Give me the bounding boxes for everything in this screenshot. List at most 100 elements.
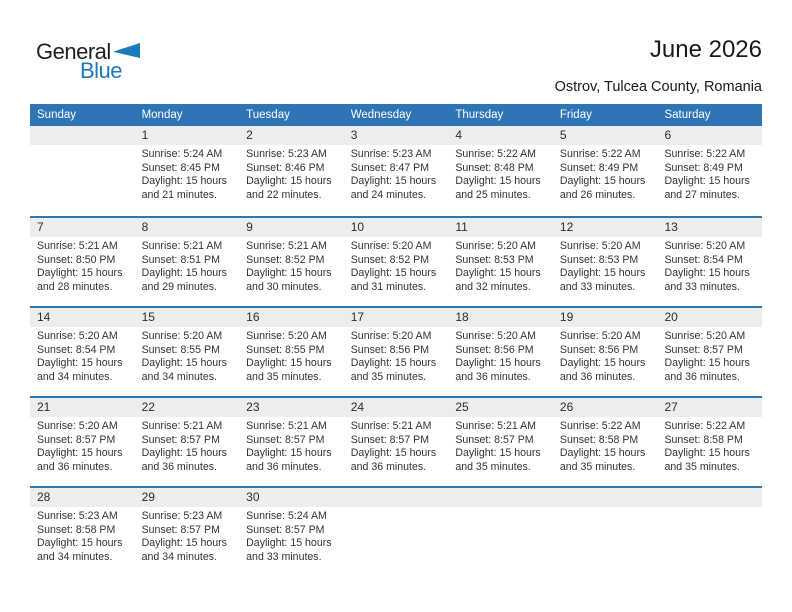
- daylight-text: Daylight: 15 hours and 36 minutes.: [455, 357, 541, 383]
- sunset-text: Sunset: 8:57 PM: [246, 523, 325, 536]
- day-number: 29: [141, 490, 155, 504]
- day-number-band: 1 2 3 4 5 6: [30, 126, 762, 145]
- week-row: 14 15 16 17 18 19 20 Sunrise: 5:20 AM Sunset: 8:…: [30, 306, 762, 396]
- sunset-text: Sunset: 8:46 PM: [246, 161, 325, 174]
- sunrise-text: Sunrise: 5:20 AM: [455, 330, 536, 342]
- daylight-text: Daylight: 15 hours and 31 minutes.: [350, 267, 437, 293]
- sunrise-text: Sunrise: 5:22 AM: [455, 148, 536, 160]
- day-cell: [553, 507, 658, 564]
- day-cell: Sunrise: 5:22 AM Sunset: 8:48 PM Daylight:…: [448, 145, 553, 202]
- weekday-header-sunday: Sunday: [37, 109, 77, 121]
- day-number-band: 14 15 16 17 18 19 20: [30, 308, 762, 327]
- daylight-text: Daylight: 15 hours and 29 minutes.: [141, 267, 227, 293]
- day-cell: Sunrise: 5:22 AM Sunset: 8:58 PM Daylight:…: [553, 417, 658, 474]
- day-cell: [448, 507, 553, 564]
- sunset-text: Sunset: 8:49 PM: [559, 161, 639, 174]
- sunset-text: Sunset: 8:53 PM: [559, 253, 639, 266]
- daylight-text: Daylight: 15 hours and 33 minutes.: [664, 267, 750, 293]
- day-cell: Sunrise: 5:21 AM Sunset: 8:57 PM Daylight:…: [448, 417, 553, 474]
- day-number: 27: [664, 400, 678, 414]
- daylight-text: Daylight: 15 hours and 32 minutes.: [455, 267, 541, 293]
- daylight-text: Daylight: 15 hours and 35 minutes.: [664, 447, 750, 473]
- day-number: 5: [559, 128, 567, 142]
- day-cell: Sunrise: 5:21 AM Sunset: 8:57 PM Daylight:…: [239, 417, 344, 474]
- day-cell: Sunrise: 5:20 AM Sunset: 8:55 PM Daylight:…: [135, 327, 240, 384]
- sunset-text: Sunset: 8:57 PM: [246, 433, 325, 446]
- sunrise-text: Sunrise: 5:21 AM: [141, 420, 223, 432]
- sunset-text: Sunset: 8:57 PM: [141, 523, 220, 536]
- week-row: 1 2 3 4 5 6 Sunrise: 5:24 AM Sunset: 8:45 PM Day…: [30, 126, 762, 216]
- day-cell: Sunrise: 5:21 AM Sunset: 8:52 PM Daylight:…: [239, 237, 344, 294]
- day-cell: Sunrise: 5:24 AM Sunset: 8:57 PM Daylight:…: [239, 507, 344, 564]
- day-number: 13: [664, 220, 678, 234]
- weekday-header-wednesday: Wednesday: [350, 109, 412, 121]
- weekday-header-row: Sunday Monday Tuesday Wednesday Thursday Frid…: [30, 104, 762, 126]
- day-cell: Sunrise: 5:20 AM Sunset: 8:55 PM Daylight:…: [239, 327, 344, 384]
- sunrise-text: Sunrise: 5:21 AM: [350, 420, 432, 432]
- day-cell: Sunrise: 5:22 AM Sunset: 8:58 PM Daylight:…: [657, 417, 762, 474]
- sunset-text: Sunset: 8:58 PM: [664, 433, 743, 446]
- page-title: June 2026: [649, 36, 762, 63]
- day-cell: Sunrise: 5:20 AM Sunset: 8:56 PM Daylight:…: [448, 327, 553, 384]
- sunset-text: Sunset: 8:48 PM: [455, 161, 534, 174]
- sunrise-text: Sunrise: 5:21 AM: [37, 240, 118, 252]
- day-cell: [30, 145, 135, 202]
- sunset-text: Sunset: 8:58 PM: [559, 433, 639, 446]
- sunrise-text: Sunrise: 5:20 AM: [664, 240, 746, 252]
- day-cell: Sunrise: 5:20 AM Sunset: 8:56 PM Daylight:…: [344, 327, 449, 384]
- day-number: [30, 126, 135, 145]
- daylight-text: Daylight: 15 hours and 36 minutes.: [664, 357, 750, 383]
- day-number-band: 7 8 9 10 11 12 13: [30, 218, 762, 237]
- daylight-text: Daylight: 15 hours and 36 minutes.: [141, 447, 227, 473]
- sunrise-text: Sunrise: 5:21 AM: [246, 240, 327, 252]
- daylight-text: Daylight: 15 hours and 36 minutes.: [559, 357, 646, 383]
- daylight-text: Daylight: 15 hours and 33 minutes.: [559, 267, 646, 293]
- sunset-text: Sunset: 8:57 PM: [37, 433, 116, 446]
- day-cell: Sunrise: 5:23 AM Sunset: 8:57 PM Daylight:…: [135, 507, 240, 564]
- day-number: 10: [350, 220, 365, 234]
- day-number: 20: [664, 310, 678, 324]
- sunset-text: Sunset: 8:54 PM: [37, 343, 116, 356]
- sunrise-text: Sunrise: 5:20 AM: [559, 240, 641, 252]
- day-cell: Sunrise: 5:22 AM Sunset: 8:49 PM Daylight:…: [553, 145, 658, 202]
- day-number: 3: [350, 128, 358, 142]
- sunrise-text: Sunrise: 5:20 AM: [37, 330, 118, 342]
- day-cell: Sunrise: 5:20 AM Sunset: 8:54 PM Daylight:…: [30, 327, 135, 384]
- sunrise-text: Sunrise: 5:23 AM: [141, 510, 223, 522]
- sunset-text: Sunset: 8:57 PM: [664, 343, 743, 356]
- daylight-text: Daylight: 15 hours and 33 minutes.: [246, 537, 332, 563]
- sunrise-text: Sunrise: 5:21 AM: [455, 420, 536, 432]
- logo-text-blue: Blue: [80, 58, 123, 83]
- sunset-text: Sunset: 8:51 PM: [141, 253, 220, 266]
- day-cell: Sunrise: 5:20 AM Sunset: 8:53 PM Daylight:…: [553, 237, 658, 294]
- day-number: 22: [141, 400, 155, 414]
- day-number: [553, 488, 658, 507]
- daylight-text: Daylight: 15 hours and 35 minutes.: [350, 357, 437, 383]
- week-row: 7 8 9 10 11 12 13 Sunrise: 5:21 AM Sunset: 8:50 …: [30, 216, 762, 306]
- location-subtitle: Ostrov, Tulcea County, Romania: [554, 79, 762, 95]
- day-details-row: Sunrise: 5:20 AM Sunset: 8:57 PM Daylight:…: [30, 417, 762, 474]
- sunrise-text: Sunrise: 5:20 AM: [350, 240, 432, 252]
- day-cell: Sunrise: 5:21 AM Sunset: 8:57 PM Daylight:…: [135, 417, 240, 474]
- sunset-text: Sunset: 8:57 PM: [141, 433, 220, 446]
- daylight-text: Daylight: 15 hours and 25 minutes.: [455, 175, 541, 201]
- daylight-text: Daylight: 15 hours and 24 minutes.: [350, 175, 437, 201]
- day-number: 4: [455, 128, 462, 142]
- sunrise-text: Sunrise: 5:20 AM: [246, 330, 327, 342]
- day-number: 30: [246, 490, 260, 504]
- day-number: 28: [37, 490, 51, 504]
- day-cell: Sunrise: 5:20 AM Sunset: 8:53 PM Daylight:…: [448, 237, 553, 294]
- day-cell: Sunrise: 5:20 AM Sunset: 8:52 PM Daylight:…: [344, 237, 449, 294]
- sunrise-text: Sunrise: 5:24 AM: [141, 148, 223, 160]
- day-number: 17: [350, 310, 365, 324]
- weeks-container: 1 2 3 4 5 6 Sunrise: 5:24 AM Sunset: 8:45 PM Day…: [30, 126, 762, 576]
- weekday-header-monday: Monday: [141, 109, 183, 121]
- day-cell: Sunrise: 5:20 AM Sunset: 8:57 PM Daylight:…: [657, 327, 762, 384]
- daylight-text: Daylight: 15 hours and 35 minutes.: [455, 447, 541, 473]
- daylight-text: Daylight: 15 hours and 34 minutes.: [37, 357, 123, 383]
- day-number: 14: [37, 310, 51, 324]
- daylight-text: Daylight: 15 hours and 36 minutes.: [350, 447, 437, 473]
- sunset-text: Sunset: 8:50 PM: [37, 253, 116, 266]
- day-cell: Sunrise: 5:23 AM Sunset: 8:58 PM Daylight:…: [30, 507, 135, 564]
